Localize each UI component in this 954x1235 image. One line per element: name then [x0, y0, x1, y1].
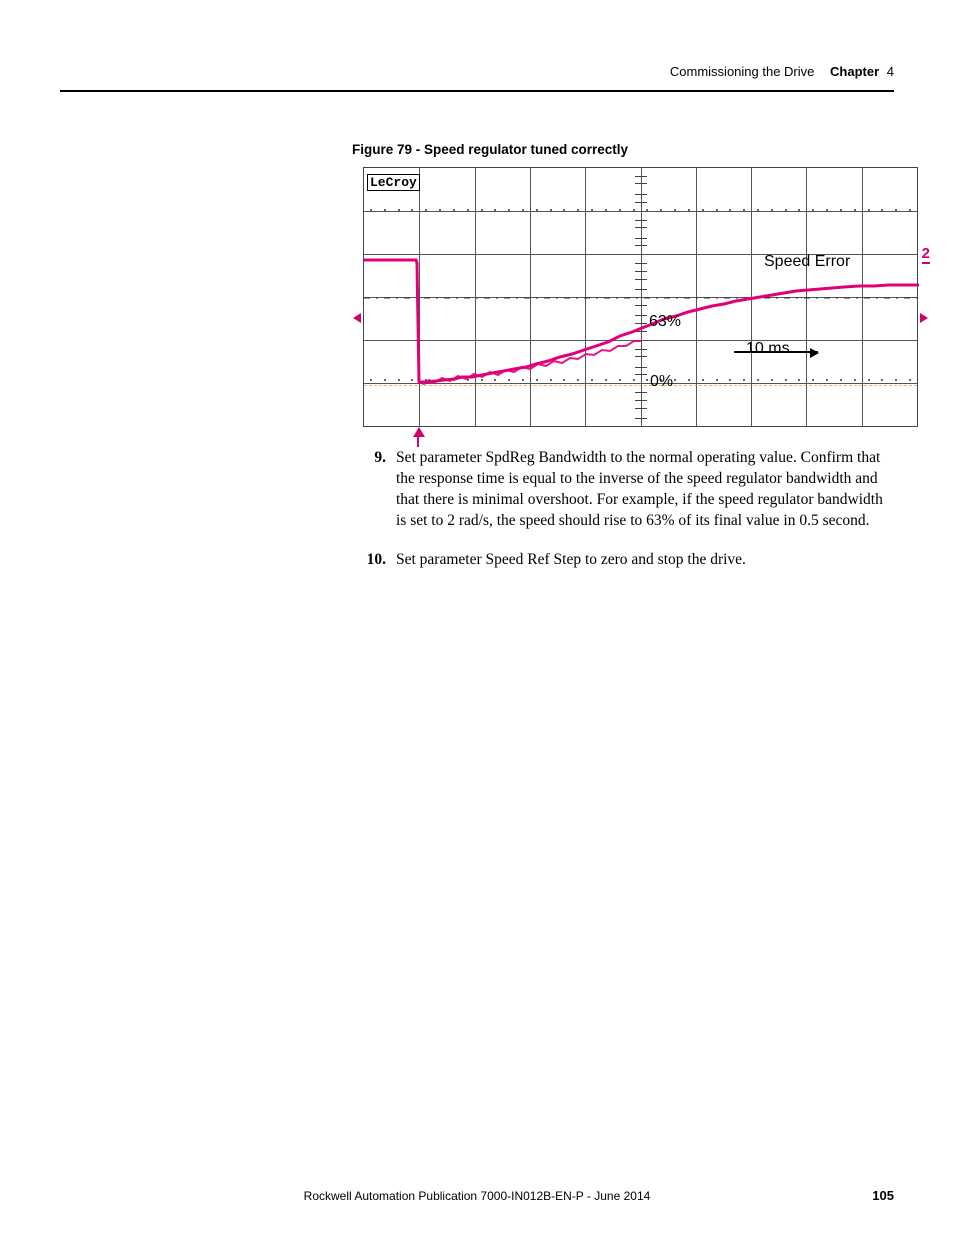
page-footer: Rockwell Automation Publication 7000-IN0… — [60, 1189, 894, 1203]
speed-error-label: Speed Error — [764, 253, 850, 271]
trigger-marker-icon — [417, 437, 419, 447]
body-text: 9. Set parameter SpdReg Bandwidth to the… — [352, 448, 894, 589]
timebase-arrow-icon — [734, 351, 818, 353]
page-header: Commissioning the Drive Chapter 4 — [60, 64, 894, 88]
scope-grid: LeCroy Speed Error 63% 10 ms 0% — [363, 167, 918, 427]
page: Commissioning the Drive Chapter 4 Figure… — [0, 0, 954, 1235]
channel-2-badge: 2 — [922, 245, 930, 264]
footer-page-number: 105 — [872, 1188, 894, 1203]
pct-0-label: 0% — [650, 373, 673, 391]
header-section: Commissioning the Drive — [670, 64, 815, 79]
left-marker-icon — [353, 313, 361, 323]
list-item: 9. Set parameter SpdReg Bandwidth to the… — [352, 448, 894, 532]
item-text: Set parameter SpdReg Bandwidth to the no… — [396, 448, 894, 532]
scope-brand-label: LeCroy — [367, 174, 420, 191]
list-item: 10. Set parameter Speed Ref Step to zero… — [352, 550, 894, 571]
scope-trace-svg — [364, 168, 919, 428]
timebase-label: 10 ms — [746, 340, 790, 358]
item-number: 9. — [352, 448, 396, 532]
header-chapter-label: Chapter — [830, 64, 879, 79]
header-chapter-num: 4 — [887, 64, 894, 79]
figure-caption: Figure 79 - Speed regulator tuned correc… — [352, 142, 628, 157]
trigger-marker-icon — [413, 427, 425, 437]
item-number: 10. — [352, 550, 396, 571]
pct-63-label: 63% — [649, 313, 681, 331]
header-rule — [60, 90, 894, 92]
item-text: Set parameter Speed Ref Step to zero and… — [396, 550, 894, 571]
right-marker-icon — [920, 313, 928, 323]
footer-publication: Rockwell Automation Publication 7000-IN0… — [60, 1189, 894, 1203]
oscilloscope-figure: LeCroy Speed Error 63% 10 ms 0% 2 — [363, 163, 918, 427]
